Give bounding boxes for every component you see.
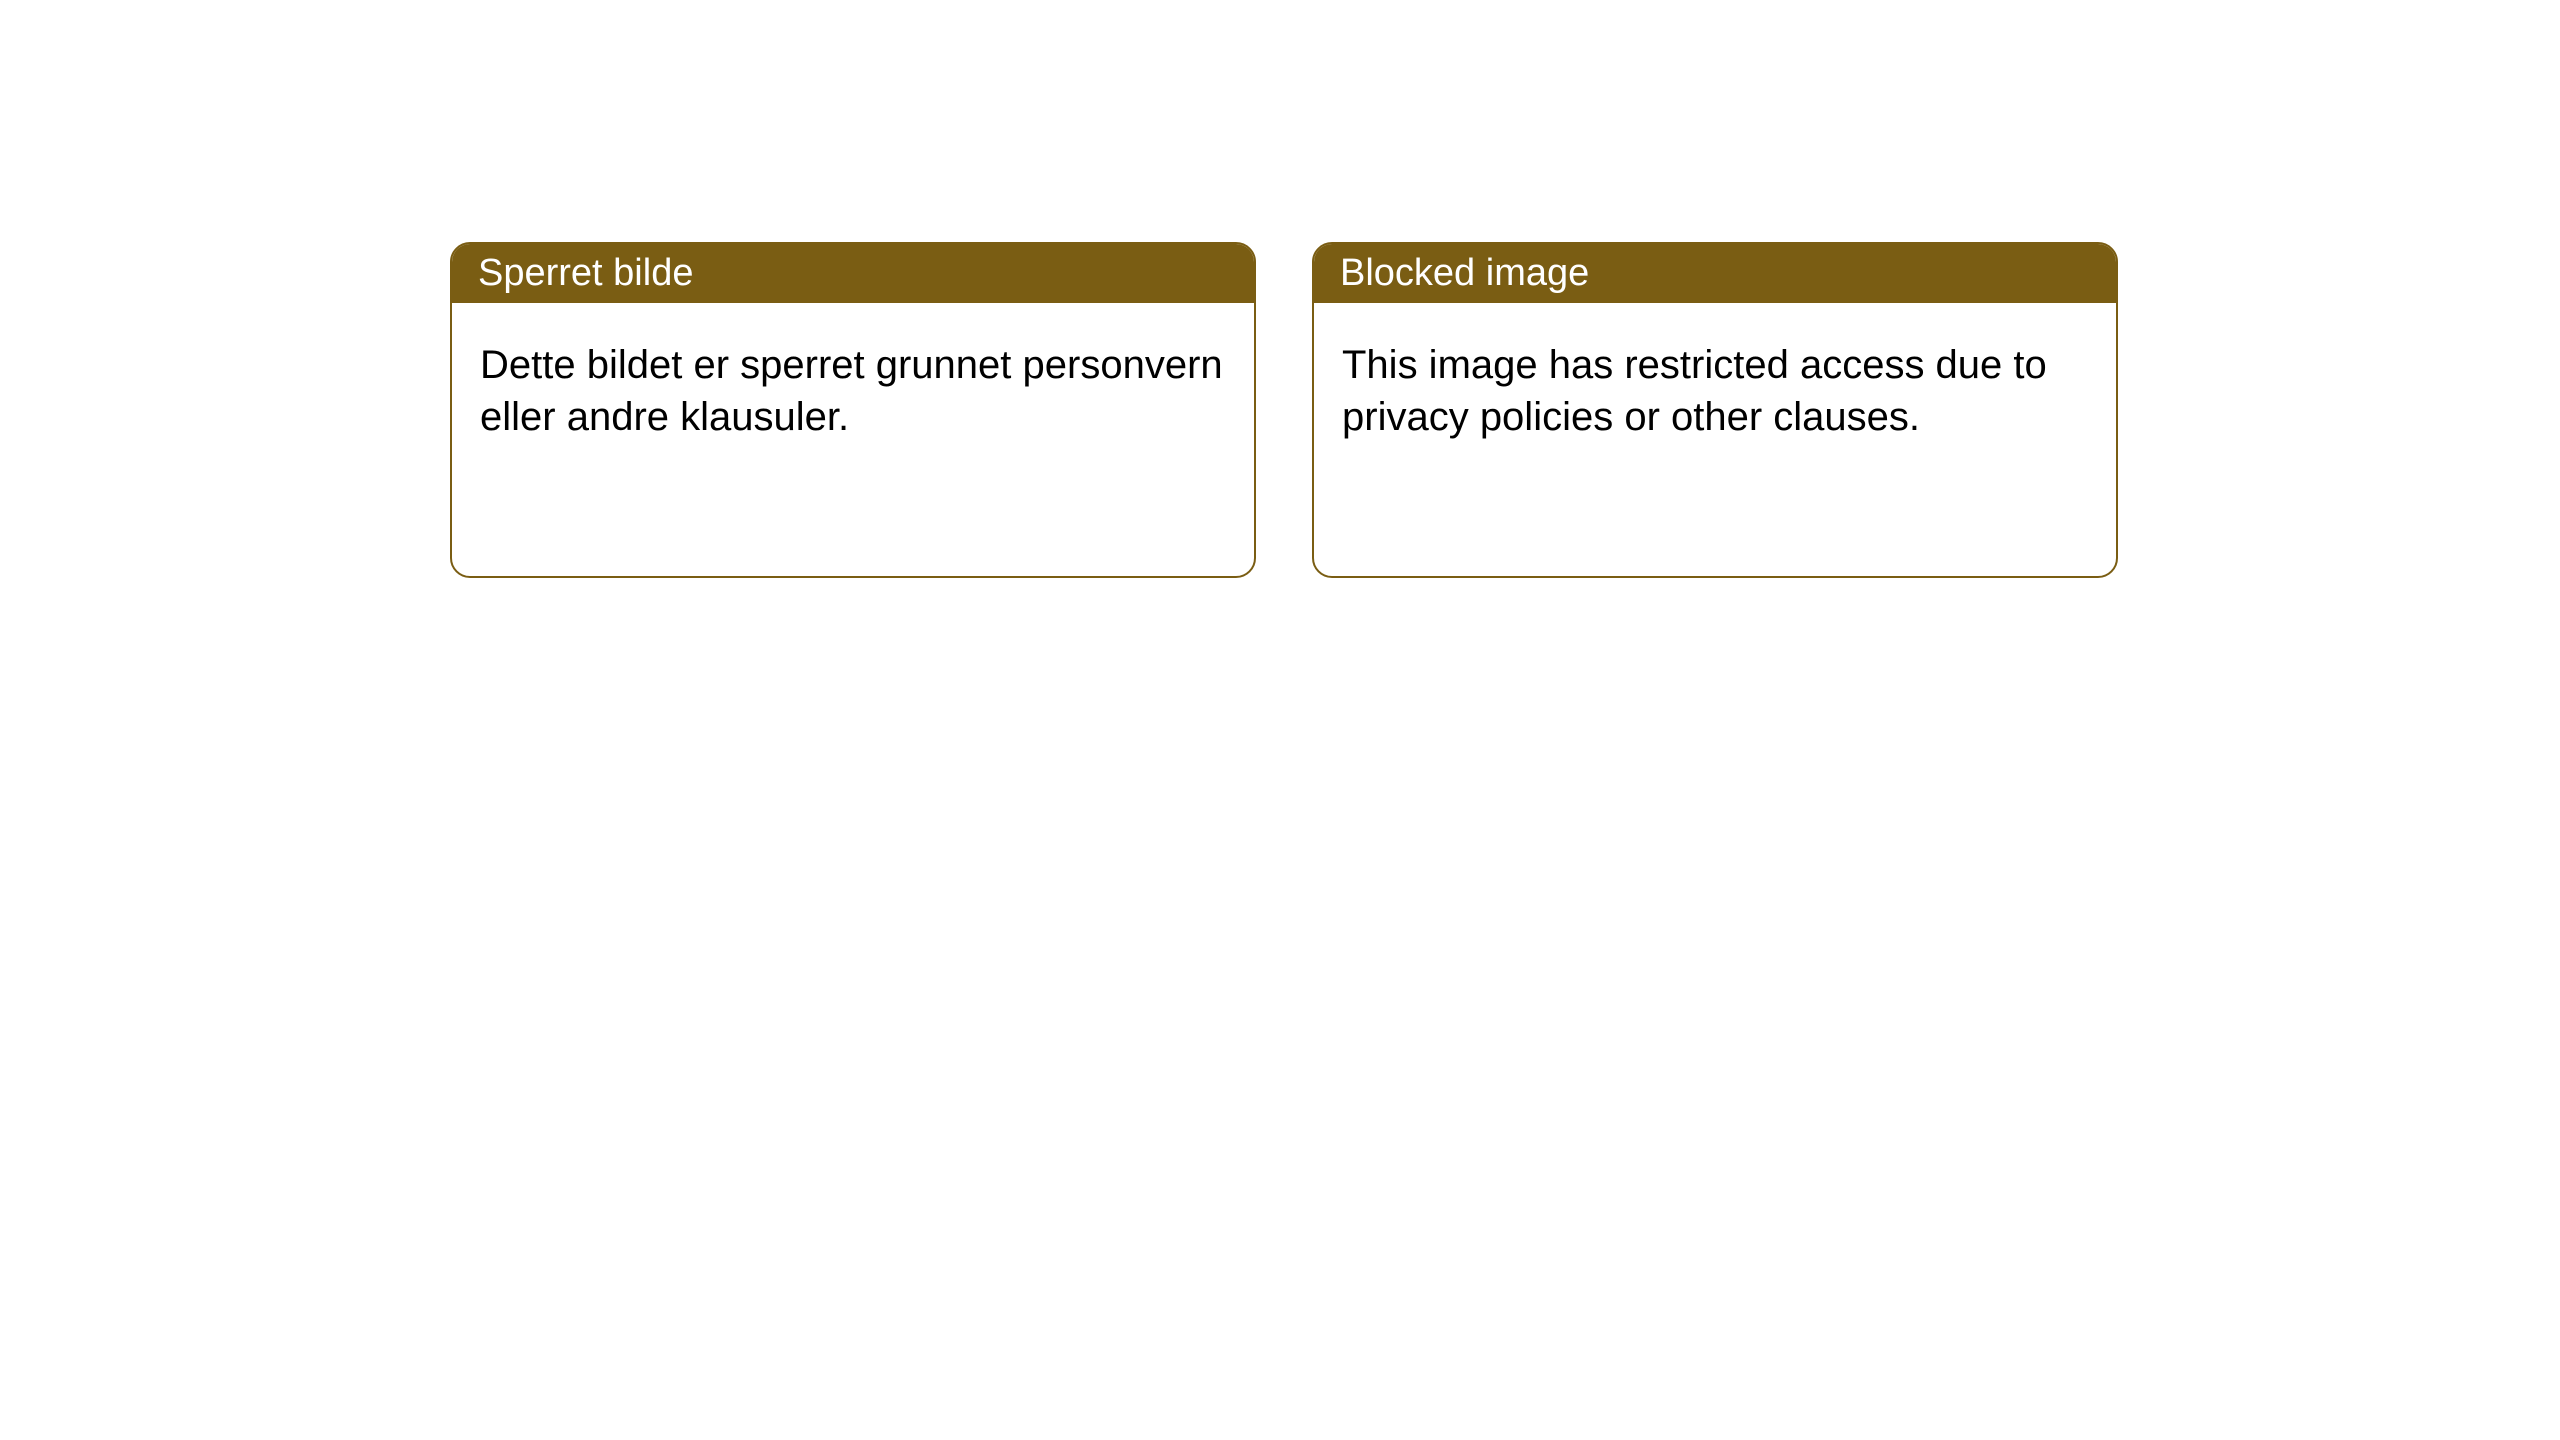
cards-container: Sperret bilde Dette bildet er sperret gr… (0, 0, 2560, 578)
card-body-no: Dette bildet er sperret grunnet personve… (452, 303, 1254, 479)
card-header-no: Sperret bilde (452, 244, 1254, 303)
blocked-image-card-no: Sperret bilde Dette bildet er sperret gr… (450, 242, 1256, 578)
card-header-en: Blocked image (1314, 244, 2116, 303)
blocked-image-card-en: Blocked image This image has restricted … (1312, 242, 2118, 578)
card-body-en: This image has restricted access due to … (1314, 303, 2116, 479)
